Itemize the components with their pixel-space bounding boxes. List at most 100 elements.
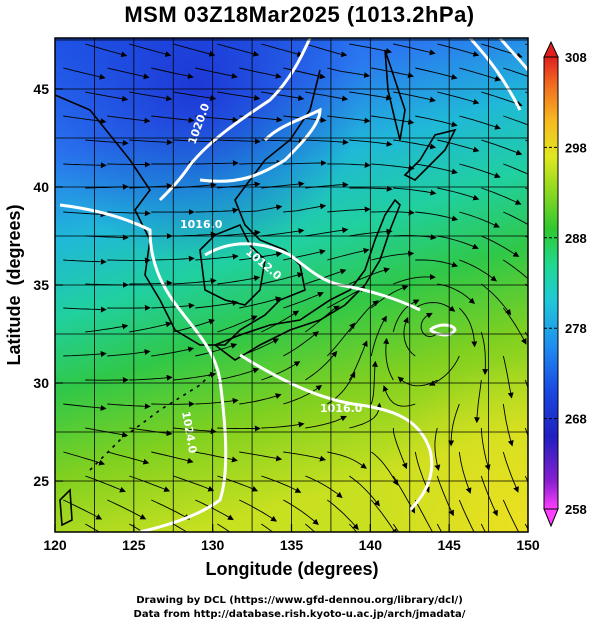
streamline	[437, 235, 479, 250]
streamline	[459, 259, 497, 282]
streamline	[436, 475, 454, 517]
streamline	[348, 523, 358, 532]
streamline	[480, 331, 489, 376]
streamline	[217, 523, 231, 532]
streamline	[85, 523, 100, 532]
streamline	[239, 204, 283, 213]
streamline	[415, 67, 458, 80]
streamline	[239, 159, 283, 166]
x-tick-label: 130	[201, 537, 225, 553]
y-tick-label: 25	[33, 473, 49, 489]
streamline	[195, 207, 239, 214]
streamline	[327, 247, 370, 261]
streamline	[502, 499, 520, 532]
contour-high-ne	[468, 38, 528, 111]
streamline	[151, 346, 195, 357]
streamline	[239, 296, 282, 309]
streamline	[261, 91, 305, 101]
colorbar-tick-label: 278	[565, 321, 587, 336]
x-tick-label: 125	[122, 537, 146, 553]
streamline	[428, 355, 460, 386]
streamline	[195, 397, 239, 405]
streamline	[217, 229, 261, 237]
coastlines	[55, 49, 457, 527]
streamline	[349, 228, 393, 237]
streamlines	[63, 43, 528, 532]
streamline	[305, 139, 349, 146]
streamline	[305, 268, 347, 285]
streamline	[261, 43, 304, 57]
y-tick-label: 45	[33, 81, 49, 97]
colorbar-tick-label: 298	[565, 140, 587, 155]
korea-coastline	[199, 223, 266, 306]
y-axis-label: Latitude (degrees)	[4, 204, 24, 365]
streamline	[239, 393, 282, 405]
streamline	[481, 187, 522, 205]
streamline	[327, 287, 366, 309]
streamline	[371, 209, 415, 216]
streamline	[415, 163, 458, 175]
streamline	[63, 162, 107, 169]
streamline	[415, 115, 458, 128]
streamline	[195, 499, 234, 521]
streamline	[129, 523, 144, 532]
streamline	[415, 259, 459, 268]
streamline	[436, 523, 443, 532]
contour-label-1016-south: 1016.0	[320, 402, 363, 415]
streamline	[503, 67, 528, 77]
y-tick-label: 35	[33, 277, 49, 293]
streamline	[283, 203, 327, 213]
streamline	[151, 67, 194, 79]
streamline	[195, 300, 239, 309]
streamline	[283, 451, 327, 462]
colorbar-tick-label: 308	[565, 50, 587, 65]
streamline	[502, 403, 514, 447]
streamline	[173, 475, 215, 492]
streamline	[217, 275, 261, 285]
streamline	[239, 451, 283, 462]
streamline	[239, 251, 283, 261]
contour-1020	[158, 38, 312, 202]
streamline	[63, 67, 106, 80]
contour-label-1016-north: 1016.0	[180, 218, 223, 231]
colorbar: 308 298 288 278 268 258	[543, 40, 587, 528]
streamline	[195, 115, 239, 123]
streamline	[283, 249, 326, 261]
streamline	[261, 361, 301, 381]
streamline	[151, 499, 191, 520]
streamline	[173, 523, 188, 532]
streamline	[414, 499, 436, 532]
streamline	[173, 182, 217, 189]
streamline	[85, 475, 126, 493]
streamline	[107, 210, 151, 217]
streamline	[503, 115, 528, 126]
colorbar-bottom-arrow	[543, 508, 559, 528]
streamline	[239, 67, 282, 79]
streamline	[283, 67, 326, 80]
streamline	[283, 160, 327, 166]
streamline	[283, 291, 324, 309]
streamline	[349, 475, 380, 507]
streamline	[151, 115, 195, 124]
streamline	[414, 451, 430, 494]
streamline	[63, 306, 107, 313]
streamline	[107, 349, 151, 357]
streamline	[305, 475, 343, 498]
streamline	[283, 384, 323, 405]
streamline	[327, 67, 371, 78]
streamline	[503, 259, 528, 280]
credit-drawing: Drawing by DCL (https://www.gfd-dennou.o…	[136, 595, 463, 606]
y-tick-label: 30	[33, 375, 49, 391]
streamline	[305, 227, 349, 237]
gridlines	[55, 38, 528, 532]
streamline	[239, 499, 277, 522]
streamline	[63, 403, 107, 411]
streamline	[63, 350, 107, 357]
streamline	[283, 499, 319, 525]
streamline	[370, 315, 387, 357]
streamline	[437, 187, 480, 201]
contour-low-e	[429, 323, 457, 337]
streamline	[151, 451, 194, 464]
axes: 120 125 130 135 140 145 150 25 30 35 40 45	[33, 81, 539, 553]
